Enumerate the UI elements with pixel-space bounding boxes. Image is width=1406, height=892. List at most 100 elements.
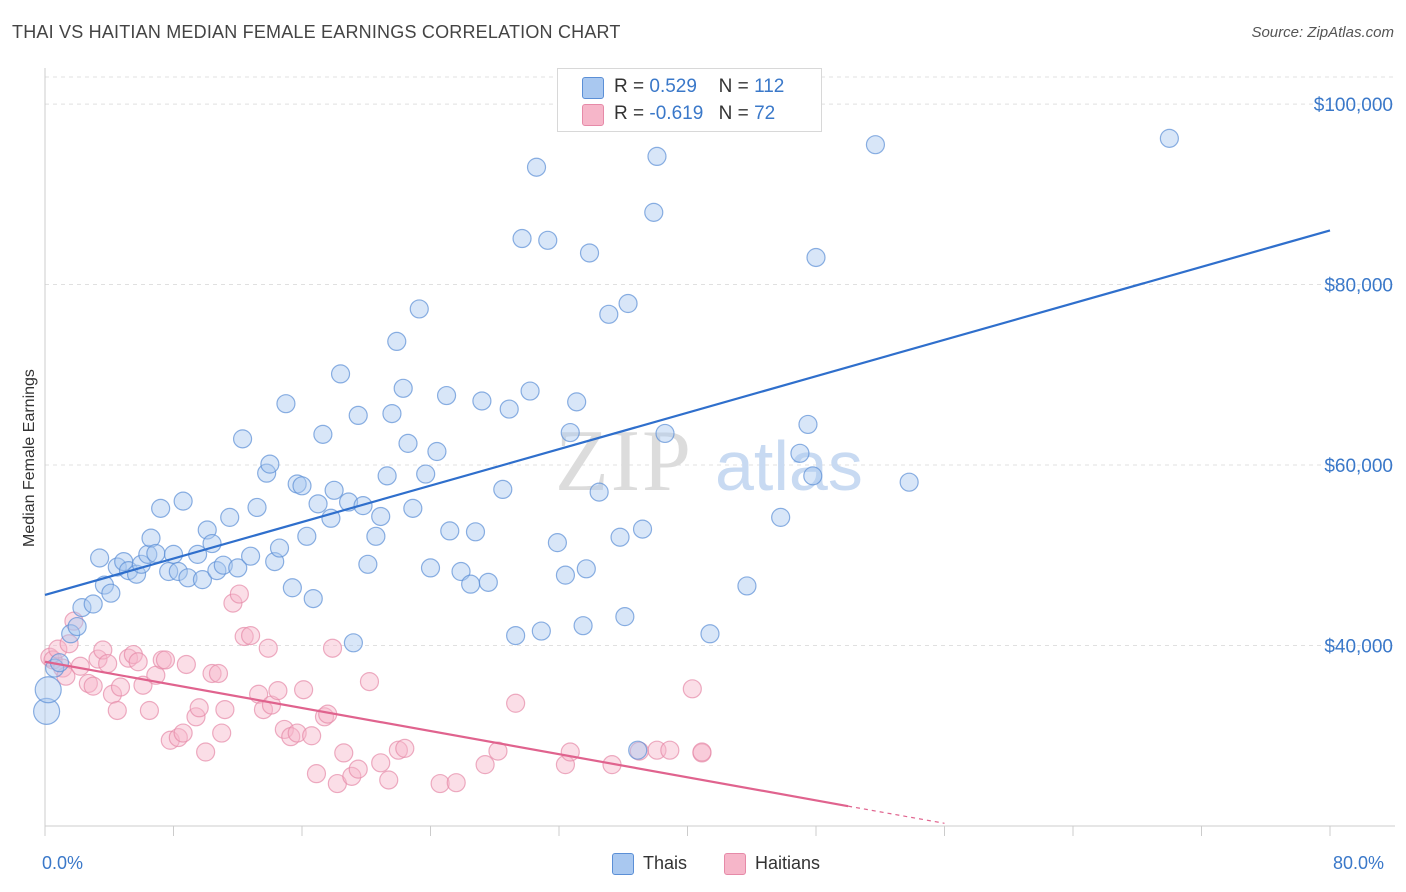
thais-point (560, 422, 580, 443)
haitians-point (176, 654, 196, 675)
thais-point (615, 607, 635, 627)
haitians-point (98, 653, 118, 674)
thais-point (899, 472, 919, 492)
haitians-point (202, 663, 222, 684)
thais-point (512, 228, 532, 249)
thais-point (297, 526, 317, 546)
y-tick-label: $80,000 (1324, 276, 1393, 297)
thais-point (806, 247, 826, 268)
thais-point (321, 508, 341, 528)
thais-point (416, 464, 436, 484)
thais-point (303, 588, 323, 609)
haitians-point (322, 638, 343, 658)
thais-point (499, 399, 519, 419)
haitians-point (268, 681, 288, 701)
thais-point (269, 538, 290, 558)
haitians-point (359, 672, 380, 692)
thais-point (241, 546, 261, 566)
thais-point (260, 454, 280, 474)
thais-point (220, 507, 240, 527)
haitians-point (107, 700, 127, 721)
haitians-point (234, 626, 254, 647)
thais-point (531, 621, 551, 641)
thais-point (247, 497, 267, 518)
thais-point (555, 565, 576, 585)
thais-point (107, 557, 127, 577)
thais-point (67, 616, 87, 637)
thais-point (168, 561, 188, 582)
haitians-swatch (582, 104, 604, 126)
thais-point (440, 521, 460, 541)
n-value: 112 (754, 76, 785, 97)
thais-point (61, 624, 81, 644)
haitians-point (302, 726, 322, 746)
thais-point (628, 740, 648, 760)
thais-point (644, 202, 664, 222)
stats-legend: R = 0.529 N = 112 R = -0.619 N = 72 (557, 68, 822, 132)
haitians-trend-line (44, 660, 849, 808)
thais-point (579, 243, 600, 263)
n-value: 72 (754, 103, 776, 124)
x-tick-label-min: 0.0% (42, 853, 84, 873)
thais-point (393, 378, 413, 398)
thais-point (343, 633, 363, 653)
thais-point (33, 697, 61, 725)
thais-point (493, 479, 513, 500)
thais-point (173, 491, 193, 511)
thais-point (90, 548, 110, 568)
thais-point (178, 568, 198, 588)
thais-point (547, 533, 567, 553)
thais-point (382, 403, 402, 424)
haitians-point (208, 663, 229, 684)
haitians-trend-extension (848, 805, 945, 824)
thais-point (324, 480, 344, 500)
thais-point (213, 555, 233, 575)
thais-point (576, 559, 596, 579)
thais-point (192, 570, 213, 590)
haitians-point (294, 680, 314, 700)
haitians-point (342, 766, 362, 786)
thais-point (737, 576, 757, 596)
n-label: N = (718, 76, 749, 97)
thais-point (141, 528, 161, 548)
thais-point (330, 364, 351, 384)
thais-point (465, 522, 486, 542)
r-value: -0.619 (649, 103, 704, 124)
haitians-point (446, 773, 466, 793)
thais-point (478, 572, 498, 592)
thais-point (526, 157, 547, 177)
thais-point (146, 543, 166, 564)
haitians-point (506, 693, 526, 713)
thais-point (420, 558, 441, 578)
thais-point (632, 519, 653, 539)
thais-legend-swatch (612, 853, 634, 875)
haitians-point (173, 723, 193, 743)
thais-point (865, 135, 886, 155)
thais-point (358, 554, 378, 574)
r-value: 0.529 (649, 76, 697, 97)
thais-point (228, 558, 248, 578)
thais-point (398, 433, 418, 453)
thais-point (138, 544, 158, 564)
thais-point (151, 498, 171, 518)
y-tick-label: $40,000 (1324, 637, 1393, 658)
thais-point (520, 381, 540, 401)
haitians-points (40, 584, 712, 794)
haitians-point (88, 649, 108, 669)
source-label: Source: ZipAtlas.com (1251, 24, 1394, 41)
thais-point (409, 299, 429, 319)
haitians-point (110, 677, 131, 697)
thais-point (101, 583, 121, 603)
thais-point (207, 561, 227, 581)
haitians-point (189, 698, 209, 718)
thais-point (72, 598, 92, 618)
thais-point (282, 578, 302, 598)
haitians-point (692, 742, 712, 762)
haitians-point (212, 723, 232, 743)
thais-point (348, 405, 368, 426)
haitians-legend-swatch (724, 853, 746, 875)
thais-point (276, 394, 296, 414)
thais-point (371, 506, 391, 527)
thais-point (567, 392, 587, 412)
